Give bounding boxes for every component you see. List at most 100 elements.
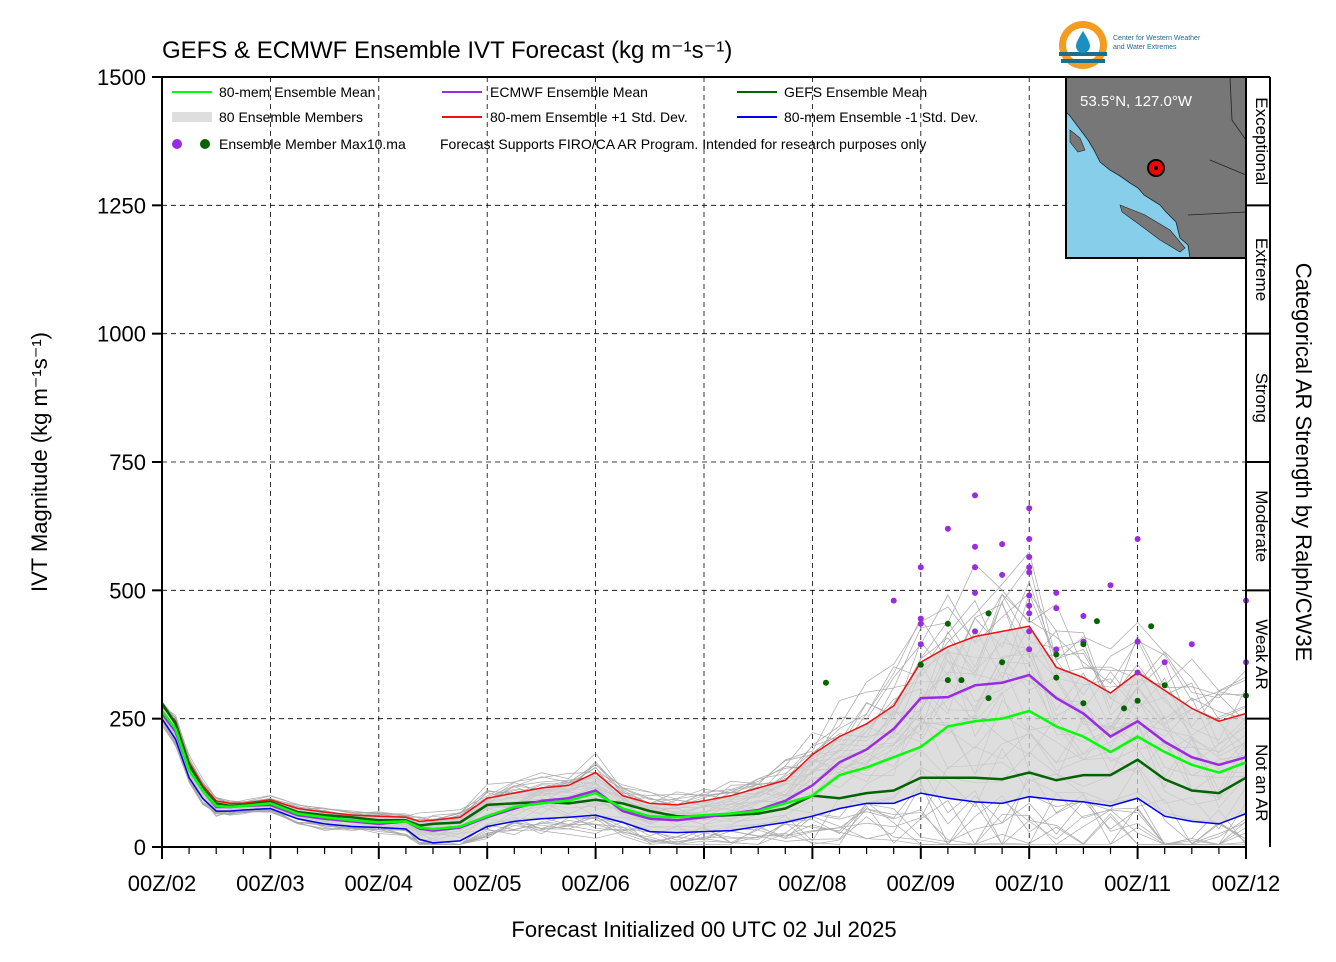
y-tick-label: 1250 <box>97 193 146 218</box>
ecmwf-max-point <box>1026 646 1033 653</box>
ecmwf-max-point <box>1053 589 1060 596</box>
ecmwf-max-point <box>972 589 978 596</box>
notice-text: Forecast Supports FIRO/CA AR Program. In… <box>440 136 926 152</box>
x-tick-label: 00Z/05 <box>453 871 522 896</box>
series-line-minus1 <box>161 718 1247 844</box>
series-line-plus1 <box>161 625 1247 823</box>
x-tick-label: 00Z/02 <box>128 871 197 896</box>
ecmwf-max-point <box>999 571 1006 578</box>
ensemble-member-line <box>161 722 1247 845</box>
ecmwf-max-point <box>1161 659 1168 666</box>
gefs-max-point <box>1053 651 1060 658</box>
ecmwf-max-point <box>1026 628 1033 635</box>
ecmwf-max-point <box>1080 613 1087 619</box>
gefs-max-point <box>1053 674 1060 681</box>
series-line-ecmwf <box>161 673 1247 832</box>
legend-gefs-label: GEFS Ensemble Mean <box>784 84 927 100</box>
ar-categories: Not an AR Weak AR Moderate Strong Extreme Exc… <box>1246 76 1271 847</box>
inset-map: 53.5°N, 127.0°W <box>1065 76 1247 259</box>
axes: 0 250 500 750 1000 1250 1500 00Z/02 00Z/03 00Z/04… <box>97 65 1280 896</box>
gefs-max-point <box>944 620 951 627</box>
series-lines <box>160 625 1247 844</box>
y-axis-label: IVT Magnitude (kg m⁻¹s⁻¹) <box>27 332 52 592</box>
gefs-max-point <box>1134 697 1141 704</box>
legend-mean80-label: 80-mem Ensemble Mean <box>219 84 375 100</box>
ecmwf-max-point <box>1026 553 1033 560</box>
gefs-max-point <box>1093 618 1100 625</box>
legend-gefs-max-dot <box>200 139 210 149</box>
ensemble-member-line <box>161 716 1247 845</box>
gefs-max-point <box>1121 705 1128 712</box>
series-line-gefs <box>160 702 1247 827</box>
series-line-mean80 <box>161 709 1247 831</box>
ecmwf-max-point <box>1053 605 1060 612</box>
x-tick-label: 00Z/12 <box>1212 871 1281 896</box>
y-tick-label: 750 <box>109 450 146 475</box>
gefs-max-point <box>985 695 992 702</box>
gefs-max-point <box>1161 682 1168 689</box>
x-tick-label: 00Z/09 <box>887 871 956 896</box>
ar-category-label: Extreme <box>1252 238 1271 301</box>
legend-ecmwf-label: ECMWF Ensemble Mean <box>490 84 648 100</box>
legend-minus1-label: 80-mem Ensemble -1 Std. Dev. <box>784 109 978 125</box>
x-tick-label: 00Z/11 <box>1104 871 1171 896</box>
legend-members-swatch <box>172 112 212 122</box>
x-tick-label: 00Z/07 <box>670 871 739 896</box>
legend-ecmwf-max-dot <box>172 139 182 149</box>
gefs-max-point <box>1080 700 1087 707</box>
x-tick-label: 00Z/04 <box>345 871 414 896</box>
ecmwf-max-point <box>917 615 924 622</box>
ensemble-spread-fill <box>162 626 1246 843</box>
ecmwf-max-point <box>1026 592 1033 599</box>
max-points <box>822 492 1249 712</box>
ecmwf-max-point <box>1188 641 1195 648</box>
x-tick-label: 00Z/06 <box>561 871 630 896</box>
gefs-max-point <box>1148 623 1155 630</box>
ecmwf-max-point <box>1026 564 1033 571</box>
ecmwf-max-point <box>1134 669 1141 676</box>
ecmwf-max-point <box>944 525 951 532</box>
ar-category-label: Moderate <box>1252 490 1271 562</box>
legend-max-label: Ensemble Member Max10.ma <box>219 136 406 152</box>
gefs-max-point <box>985 610 992 617</box>
ecmwf-max-point <box>1026 610 1033 617</box>
x-tick-label: 00Z/08 <box>778 871 847 896</box>
ecmwf-max-point <box>972 492 978 499</box>
logo-line-1: Center for Western Weather <box>1113 35 1201 42</box>
ecmwf-max-point <box>917 564 924 571</box>
ecmwf-max-point <box>999 541 1006 548</box>
gefs-max-point <box>944 677 951 684</box>
gefs-max-point <box>958 677 965 684</box>
legend-plus1-label: 80-mem Ensemble +1 Std. Dev. <box>490 109 688 125</box>
ecmwf-max-point <box>972 564 978 571</box>
ensemble-member-line <box>161 563 1247 817</box>
ecmwf-max-point <box>1134 638 1141 645</box>
ensemble-member-line <box>161 551 1247 823</box>
ecmwf-max-point <box>1107 582 1114 589</box>
ecmwf-max-point <box>972 628 978 635</box>
x-tick-label: 00Z/03 <box>236 871 305 896</box>
x-tick-label: 00Z/10 <box>995 871 1064 896</box>
gefs-max-point <box>822 679 829 686</box>
ecmwf-max-point <box>1134 536 1141 542</box>
ensemble-member-line <box>161 725 1246 845</box>
legend-members-label: 80 Ensemble Members <box>219 109 363 125</box>
ar-category-label: Strong <box>1252 373 1271 423</box>
cw3e-logo <box>1059 21 1107 69</box>
ar-category-label: Exceptional <box>1252 97 1271 185</box>
ar-category-label: Weak AR <box>1252 619 1271 690</box>
right-axis-label: Categorical AR Strength by Ralph/CW3E <box>1291 263 1316 662</box>
y-tick-label: 1500 <box>97 65 146 90</box>
y-tick-label: 1000 <box>97 322 146 347</box>
ecmwf-max-point <box>1026 602 1033 609</box>
ecmwf-max-point <box>1053 646 1060 653</box>
ecmwf-max-point <box>890 597 897 604</box>
ecmwf-max-point <box>1026 569 1033 576</box>
ar-category-label: Not an AR <box>1252 744 1271 822</box>
gefs-max-point <box>917 661 924 668</box>
inset-location: 53.5°N, 127.0°W <box>1080 93 1193 110</box>
ecmwf-max-point <box>917 641 924 648</box>
x-axis-label: Forecast Initialized 00 UTC 02 Jul 2025 <box>511 917 896 942</box>
legend: 80-mem Ensemble Mean ECMWF Ensemble Mean… <box>172 84 978 152</box>
